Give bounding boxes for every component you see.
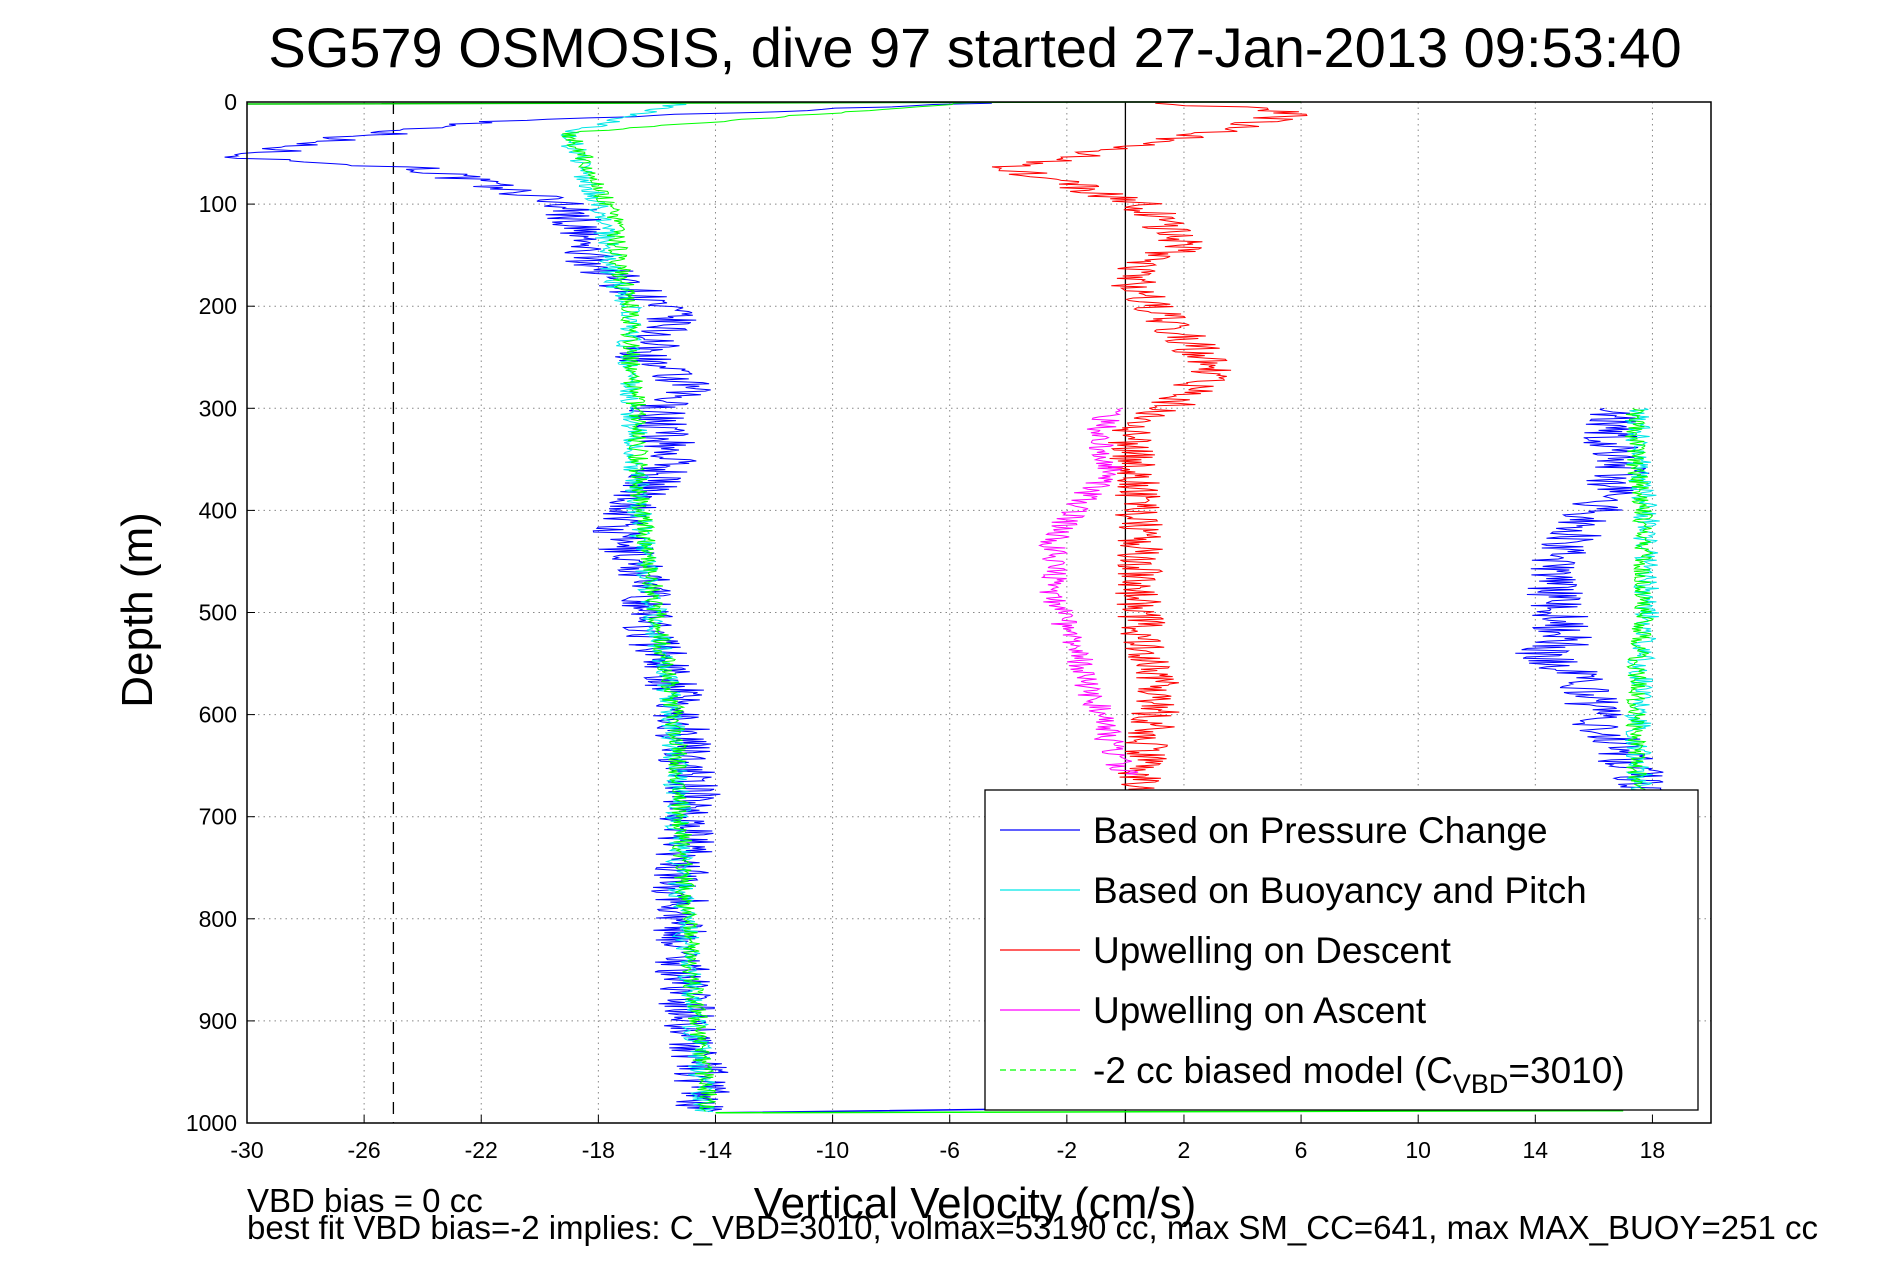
x-tick-label: -14 <box>699 1137 732 1163</box>
series-group <box>224 101 1670 1114</box>
legend-subscript: VBD <box>1453 1069 1509 1099</box>
x-axis-label: Vertical Velocity (cm/s) <box>754 1179 1197 1228</box>
x-tick-labels: -30 -26 -22 -18 -14 -10 -6 -2 2 6 10 14 18 <box>230 1115 1665 1163</box>
x-tick-label: -2 <box>1057 1137 1077 1163</box>
legend-label: Based on Pressure Change <box>1093 810 1548 851</box>
y-tick-label: 500 <box>199 600 237 626</box>
x-tick-label: 18 <box>1640 1137 1666 1163</box>
y-tick-label: 700 <box>199 804 237 830</box>
y-tick-label: 900 <box>199 1008 237 1034</box>
series-line-0 <box>224 101 992 1113</box>
legend-label: Upwelling on Ascent <box>1093 990 1427 1031</box>
legend-label: Based on Buoyancy and Pitch <box>1093 870 1587 911</box>
x-tick-label: 6 <box>1295 1137 1308 1163</box>
x-tick-label: 2 <box>1178 1137 1191 1163</box>
x-tick-label: -18 <box>582 1137 615 1163</box>
best-fit-note: best fit VBD bias=-2 implies: C_VBD=3010… <box>247 1209 1818 1246</box>
vbd-bias-note: VBD bias = 0 cc <box>247 1182 483 1219</box>
surface-crossing-line <box>715 1109 1624 1114</box>
series-line-4 <box>561 101 989 1112</box>
y-tick-label: 800 <box>199 906 237 932</box>
legend-label: Upwelling on Descent <box>1093 930 1452 971</box>
y-tick-label: 200 <box>199 293 237 319</box>
x-tick-label: -6 <box>939 1137 959 1163</box>
series-line-2 <box>991 101 1308 796</box>
y-tick-label: 400 <box>199 497 237 523</box>
y-tick-labels: 0 100 200 300 400 500 600 700 800 900 1000 <box>186 89 255 1136</box>
x-tick-label: -26 <box>347 1137 380 1163</box>
x-tick-label: 14 <box>1523 1137 1549 1163</box>
x-tick-label: -10 <box>816 1137 849 1163</box>
legend-label: -2 cc biased model (CVBD=3010) <box>1093 1050 1625 1099</box>
legend-box <box>984 789 1699 1111</box>
y-tick-label: 0 <box>224 89 237 115</box>
legend-suffix: =3010) <box>1508 1050 1624 1091</box>
series-line-4 <box>1624 407 1655 796</box>
y-axis-label: Depth (m) <box>113 512 162 708</box>
legend: Based on Pressure Change Based on Buoyanc… <box>984 789 1699 1111</box>
y-tick-label: 600 <box>199 702 237 728</box>
series-line-1 <box>1623 407 1660 796</box>
series-line-3 <box>1038 407 1139 776</box>
y-tick-label: 100 <box>199 191 237 217</box>
x-tick-label: -30 <box>230 1137 263 1163</box>
x-tick-label: 10 <box>1405 1137 1431 1163</box>
y-tick-label: 300 <box>199 395 237 421</box>
chart-title: SG579 OSMOSIS, dive 97 started 27-Jan-20… <box>268 16 1681 79</box>
x-tick-label: -22 <box>465 1137 498 1163</box>
series-line-1 <box>560 101 716 1113</box>
y-tick-label: 1000 <box>186 1110 237 1136</box>
